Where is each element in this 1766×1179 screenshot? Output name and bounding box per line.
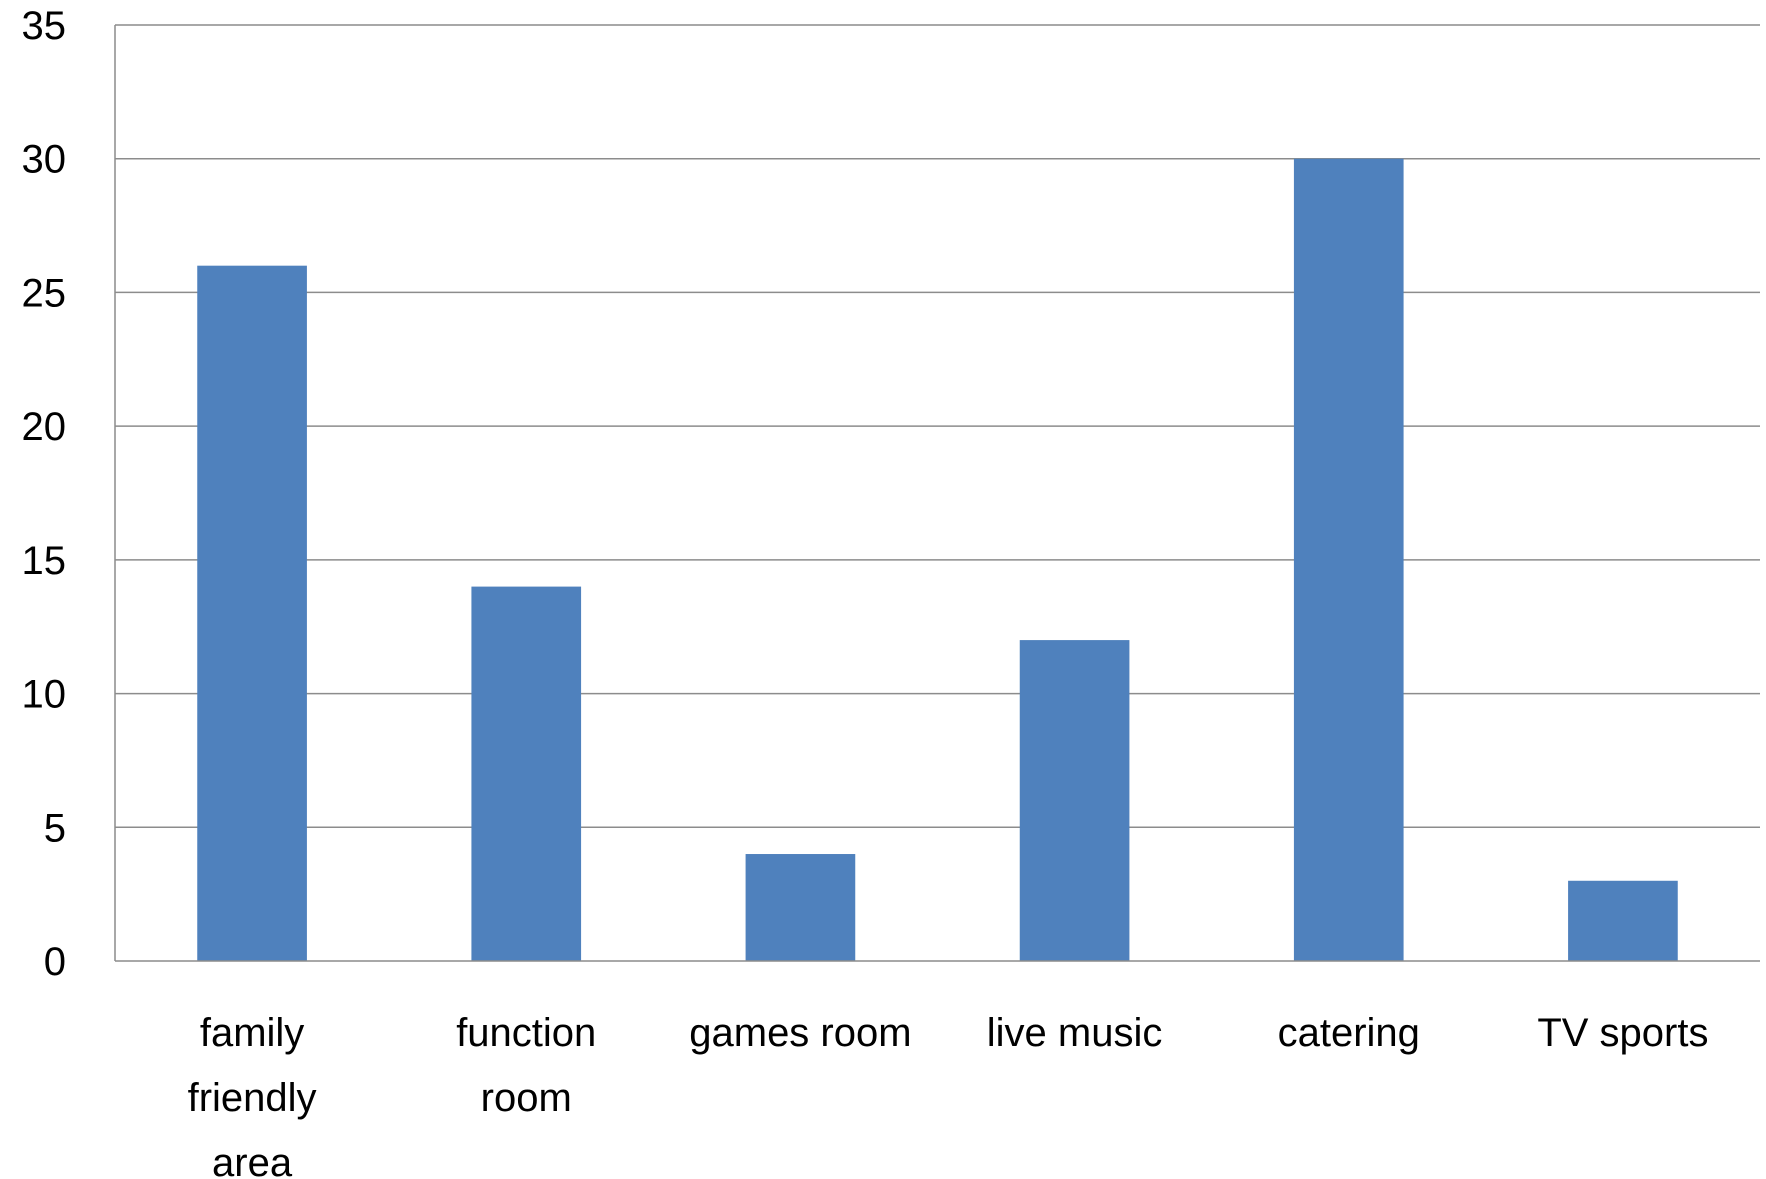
y-tick-label: 30 (22, 138, 67, 182)
bar (471, 586, 582, 961)
x-category-label: function room (456, 1011, 596, 1120)
gridlines (115, 24, 1760, 829)
y-tick-label: 10 (22, 673, 67, 717)
x-category-label-line: friendly (188, 1076, 317, 1120)
x-category-label-line: games room (689, 1011, 911, 1055)
bar (1293, 158, 1404, 961)
bar (1568, 880, 1678, 961)
y-tick-label: 35 (22, 4, 67, 48)
x-category-label-line: area (212, 1141, 293, 1179)
y-tick-label: 15 (22, 539, 67, 583)
x-category-label: live music (987, 1011, 1163, 1055)
x-category-label: games room (689, 1011, 911, 1055)
x-category-label: catering (1278, 1011, 1420, 1055)
x-category-label: family friendly area (188, 1011, 317, 1179)
bars (197, 158, 1678, 962)
bar (745, 854, 856, 961)
bar (1019, 640, 1130, 961)
x-category-label-line: room (481, 1076, 572, 1120)
y-tick-label: 25 (22, 271, 67, 315)
y-tick-label: 5 (44, 806, 66, 850)
x-category-label-line: function (456, 1011, 596, 1055)
x-category-labels: family friendly area function room games room… (188, 1011, 1709, 1179)
x-category-label-line: live music (987, 1011, 1163, 1055)
x-category-label-line: family (200, 1011, 304, 1055)
bar (197, 265, 307, 962)
x-category-label-line: catering (1278, 1011, 1420, 1055)
y-tick-labels: 0 5 10 15 20 25 30 35 (22, 4, 67, 984)
y-tick-label: 0 (44, 940, 66, 984)
x-category-label-line: TV sports (1537, 1011, 1708, 1055)
x-category-label: TV sports (1537, 1011, 1708, 1055)
axes (114, 25, 1760, 962)
y-tick-label: 20 (22, 405, 67, 449)
